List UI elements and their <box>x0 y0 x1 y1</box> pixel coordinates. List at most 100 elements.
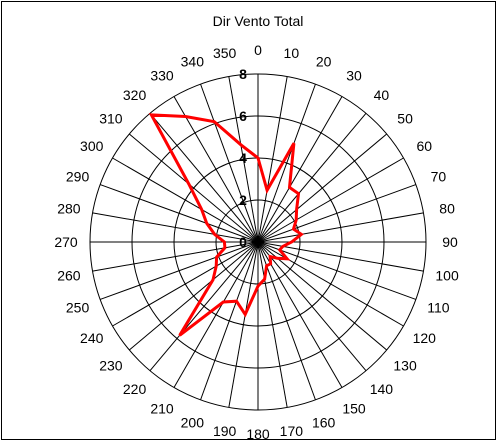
grid-spoke <box>173 241 259 388</box>
grid-spoke <box>257 112 367 243</box>
angle-tick-label: 20 <box>316 54 332 70</box>
data-point <box>257 157 259 159</box>
data-point <box>288 186 291 189</box>
angle-tick-label: 190 <box>213 423 237 439</box>
angle-tick-label: 0 <box>254 42 262 58</box>
data-point <box>200 208 203 211</box>
grid-spoke <box>257 184 417 243</box>
grid-spoke <box>99 241 259 300</box>
angle-tick-label: 300 <box>80 138 104 154</box>
data-point <box>222 301 225 303</box>
grid-spoke <box>92 241 259 272</box>
angle-tick-label: 80 <box>439 201 455 217</box>
radial-tick-labels: 0 2 4 6 8 <box>239 66 247 250</box>
data-point <box>300 233 303 236</box>
data-point <box>282 245 284 248</box>
angle-tick-label: 100 <box>435 267 459 283</box>
angle-tick-label: 50 <box>397 111 413 127</box>
grid-spoke <box>257 241 343 388</box>
angle-tick-label: 350 <box>213 45 237 61</box>
grid-spoke <box>257 157 404 243</box>
data-point <box>278 249 281 251</box>
angle-tick-label: 60 <box>416 138 432 154</box>
grid-spoke <box>257 76 288 243</box>
grid-spoke <box>257 96 343 243</box>
grid-spoke <box>257 212 424 243</box>
radial-tick-label: 6 <box>239 108 247 124</box>
grid-spoke <box>200 83 259 243</box>
data-point <box>224 247 226 249</box>
angle-tick-label: 290 <box>66 168 90 184</box>
angle-tick-label: 150 <box>342 400 366 416</box>
grid-spoke <box>128 133 259 243</box>
grid-spoke <box>257 83 316 243</box>
angle-tick-label: 90 <box>442 234 458 250</box>
data-point <box>286 258 288 260</box>
radial-tick-label: 4 <box>239 150 247 166</box>
grid-spoke <box>257 241 417 300</box>
radial-tick-label: 0 <box>239 234 247 250</box>
grid-spoke <box>112 157 259 243</box>
data-point <box>205 222 208 225</box>
angle-tick-label: 250 <box>66 300 90 316</box>
angle-tick-label: 70 <box>431 168 447 184</box>
data-point <box>178 334 181 337</box>
angle-tick-label: 130 <box>393 357 417 373</box>
data-point <box>290 241 293 243</box>
grid-spoke <box>128 241 259 351</box>
grid-spoke <box>257 133 388 243</box>
angle-tick-label: 30 <box>346 68 362 84</box>
angle-tick-label: 180 <box>246 426 270 442</box>
angle-tick-label: 310 <box>99 111 123 127</box>
data-point <box>150 114 153 116</box>
data-point <box>295 208 298 211</box>
data-point <box>265 264 268 267</box>
angle-tick-label: 280 <box>57 201 81 217</box>
grid-spoke <box>149 241 259 372</box>
angle-tick-label: 230 <box>99 357 123 373</box>
angle-tick-label: 270 <box>54 234 78 250</box>
grid-spoke <box>99 184 259 243</box>
series-group <box>148 113 304 337</box>
grid-spoke <box>257 241 367 372</box>
data-point <box>266 189 268 192</box>
angle-tick-label: 110 <box>427 300 450 316</box>
angle-tick-label: 10 <box>284 45 300 61</box>
angle-tick-label: 170 <box>280 423 304 439</box>
grid-spoke <box>257 241 424 272</box>
data-point <box>293 142 295 145</box>
angle-tick-label: 210 <box>150 400 174 416</box>
grid-spoke <box>257 241 388 351</box>
data-point <box>295 219 298 221</box>
data-point <box>215 265 217 268</box>
angle-tick-label: 240 <box>80 330 104 346</box>
data-point <box>240 144 242 146</box>
grid-spoke <box>200 241 259 401</box>
data-point <box>213 120 215 123</box>
grid-spoke <box>149 112 259 243</box>
angle-tick-label: 140 <box>370 381 394 397</box>
grid-spoke <box>228 241 259 408</box>
angle-tick-label: 160 <box>312 414 336 430</box>
radial-tick-label: 8 <box>239 66 247 82</box>
data-point <box>263 278 266 281</box>
data-point <box>188 183 190 185</box>
angle-tick-label: 330 <box>150 68 174 84</box>
grid-spoke <box>173 96 259 243</box>
data-point <box>244 313 246 316</box>
data-point <box>184 115 187 118</box>
grid-spoke <box>112 241 259 327</box>
radar-grid <box>89 73 427 411</box>
angle-tick-label: 200 <box>181 414 205 430</box>
data-point <box>223 241 226 243</box>
data-point <box>292 228 295 230</box>
grid-spoke <box>92 212 259 243</box>
grid-spoke <box>228 76 259 243</box>
data-point <box>276 257 279 260</box>
grid-spoke <box>257 241 404 327</box>
angle-tick-label: 340 <box>181 54 205 70</box>
data-point <box>297 192 300 195</box>
angle-tick-label: 120 <box>413 330 437 346</box>
